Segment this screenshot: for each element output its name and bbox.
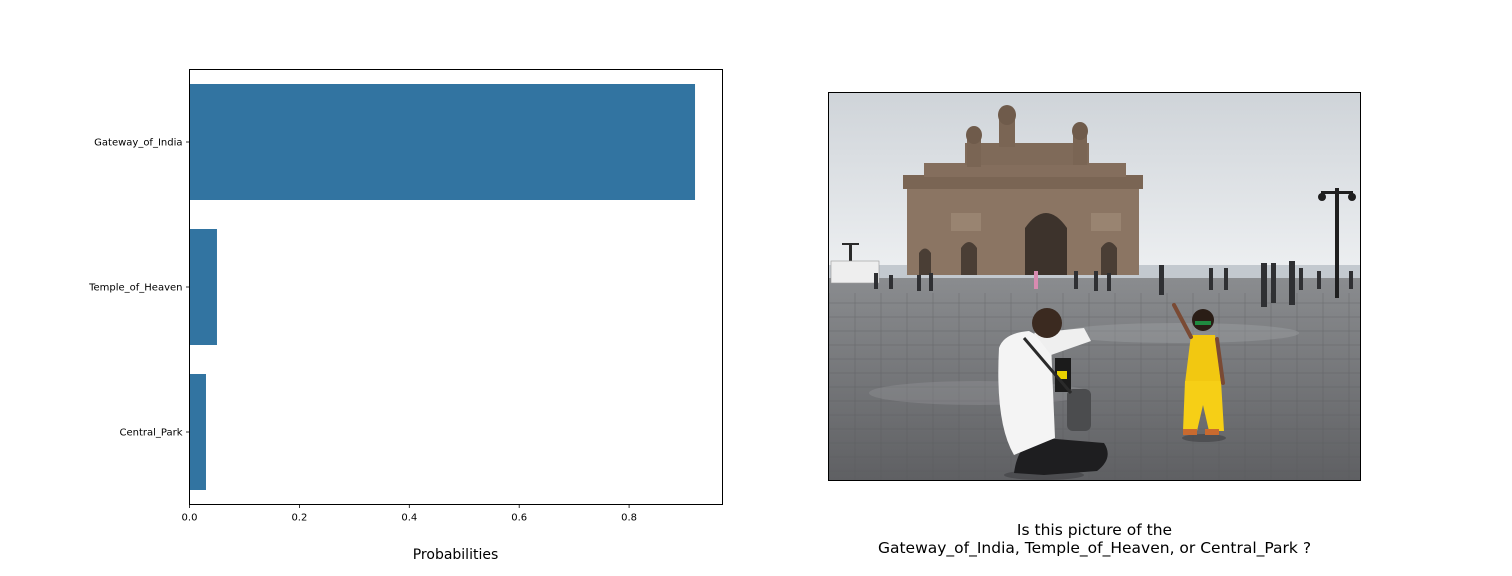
question-caption: Is this picture of the Gateway_of_India,… xyxy=(828,521,1361,557)
x-axis-label: Probabilities xyxy=(413,547,499,563)
x-tick-label: 0.4 xyxy=(401,513,417,524)
y-tick-label: Central_Park xyxy=(119,428,182,439)
bar-temple-of-heaven xyxy=(189,229,217,345)
bars-layer xyxy=(189,84,696,490)
x-axis: 0.0 0.2 0.4 0.6 0.8 xyxy=(182,504,637,524)
bar-gateway-of-india xyxy=(189,84,696,200)
x-tick-label: 0.6 xyxy=(511,513,527,524)
vehicle xyxy=(830,260,880,284)
probability-bar-chart: Gateway_of_India Temple_of_Heaven Central_… xyxy=(88,69,723,563)
landmark-photo xyxy=(828,92,1361,481)
child xyxy=(1172,303,1226,442)
y-tick-label: Gateway_of_India xyxy=(94,138,182,149)
photographer xyxy=(998,308,1108,480)
y-axis: Gateway_of_India Temple_of_Heaven Central_… xyxy=(88,138,190,439)
question-line-1: Is this picture of the xyxy=(1016,521,1173,539)
bar-central-park xyxy=(189,374,206,490)
crowd xyxy=(874,261,1353,307)
y-tick-label: Temple_of_Heaven xyxy=(88,283,182,294)
gateway-monument xyxy=(903,105,1143,275)
x-tick-label: 0.2 xyxy=(291,513,307,524)
question-line-2: Gateway_of_India, Temple_of_Heaven, or C… xyxy=(877,539,1312,557)
x-tick-label: 0.8 xyxy=(621,513,637,524)
x-tick-label: 0.0 xyxy=(182,513,198,524)
